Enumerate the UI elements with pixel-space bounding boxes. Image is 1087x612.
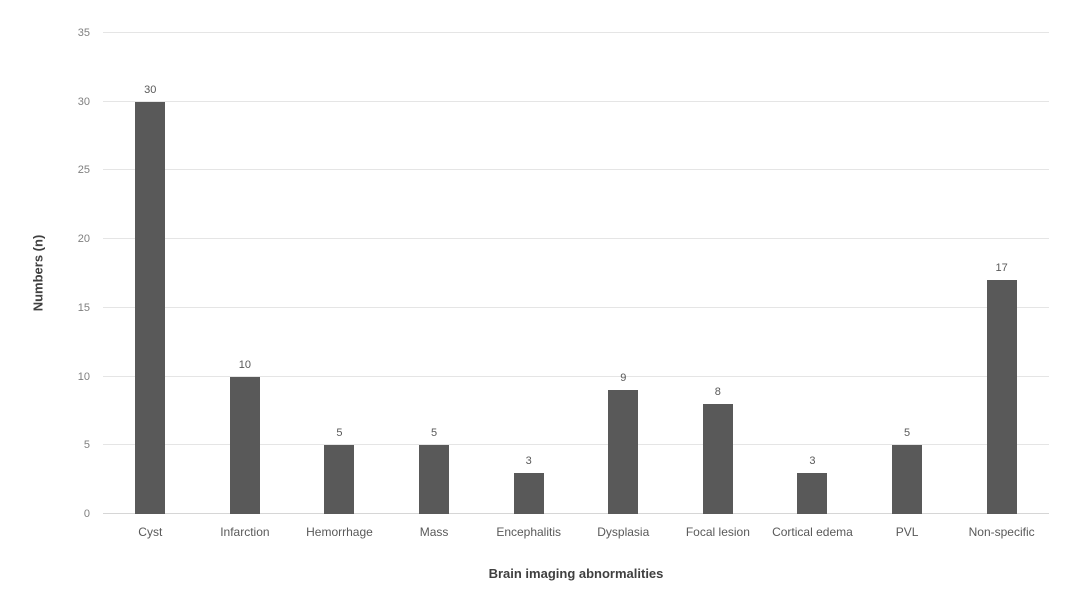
bar-dysplasia [608, 390, 639, 514]
category-slot-non-specific: 17 Non-specific [954, 33, 1049, 539]
category-label: Focal lesion [685, 525, 750, 539]
x-axis-title: Brain imaging abnormalities [488, 566, 664, 581]
bar-hemorrhage [324, 445, 355, 514]
bar-cortical-edema [797, 473, 828, 514]
bar-pvl [892, 445, 923, 514]
gridline-y20 [103, 238, 1049, 240]
category-slot-cortical-edema: 3 Cortical edema [765, 33, 860, 539]
ytick-label-35: 35 [77, 27, 90, 39]
value-label: 5 [336, 427, 343, 439]
value-label: 9 [620, 372, 627, 384]
category-label: Hemorrhage [306, 525, 373, 539]
value-label: 17 [995, 262, 1008, 274]
category-label: Dysplasia [597, 525, 650, 539]
ytick-label-30: 30 [77, 95, 90, 108]
ytick-label-15: 15 [77, 301, 90, 314]
category-label: Infarction [220, 525, 270, 539]
gridline-y15 [103, 306, 1049, 308]
plot-area: 0 5 10 15 20 25 30 35 30 Cyst 10 Infarction 5 Hemorrh… [78, 28, 1049, 539]
category-slot-focal-lesion: 8 Focal lesion [671, 33, 766, 539]
value-label: 10 [238, 359, 252, 371]
bar-non-specific [986, 280, 1017, 514]
bar-encephalitis [513, 473, 544, 514]
gridline-y25 [103, 169, 1049, 171]
ytick-label-25: 25 [77, 164, 90, 177]
ytick-label-10: 10 [77, 370, 90, 383]
category-slot-dysplasia: 9 Dysplasia [576, 33, 671, 539]
bar-cyst [135, 102, 166, 514]
gridline-y30 [103, 100, 1049, 102]
category-label: Mass [419, 525, 449, 539]
value-label: 5 [431, 427, 438, 439]
gridline-y5 [103, 444, 1049, 446]
ytick-label-0: 0 [83, 508, 90, 520]
x-axis-baseline [103, 513, 1049, 514]
value-label: 3 [525, 455, 532, 467]
category-slot-hemorrhage: 5 Hemorrhage [292, 33, 387, 539]
y-axis-title: Numbers (n) [30, 234, 46, 312]
ytick-label-5: 5 [83, 439, 90, 452]
category-label: Non-specific [968, 525, 1035, 539]
bar-infarction [229, 377, 260, 514]
value-label: 3 [809, 455, 816, 467]
value-label: 30 [144, 84, 157, 96]
category-label: PVL [895, 525, 919, 539]
value-label: 5 [903, 427, 911, 439]
category-label: Cyst [138, 525, 163, 539]
gridline-y35 [103, 32, 1049, 33]
category-slot-infarction: 10 Infarction [198, 33, 293, 539]
value-label: 8 [714, 386, 721, 398]
bar-focal-lesion [702, 404, 733, 514]
category-slot-mass: 5 Mass [387, 33, 482, 538]
category-slot-pvl: 5 PVL [860, 33, 955, 538]
bar-mass [419, 445, 450, 514]
gridline-y10 [103, 375, 1049, 377]
category-label: Encephalitis [496, 525, 562, 539]
category-slot-encephalitis: 3 Encephalitis [481, 33, 576, 539]
bars-container: 30 Cyst 10 Infarction 5 Hemorrhage 5 Mass 3 Encep… [103, 33, 1049, 539]
ytick-label-20: 20 [77, 233, 90, 246]
category-label: Cortical edema [772, 525, 853, 539]
category-slot-cyst: 30 Cyst [103, 33, 198, 538]
